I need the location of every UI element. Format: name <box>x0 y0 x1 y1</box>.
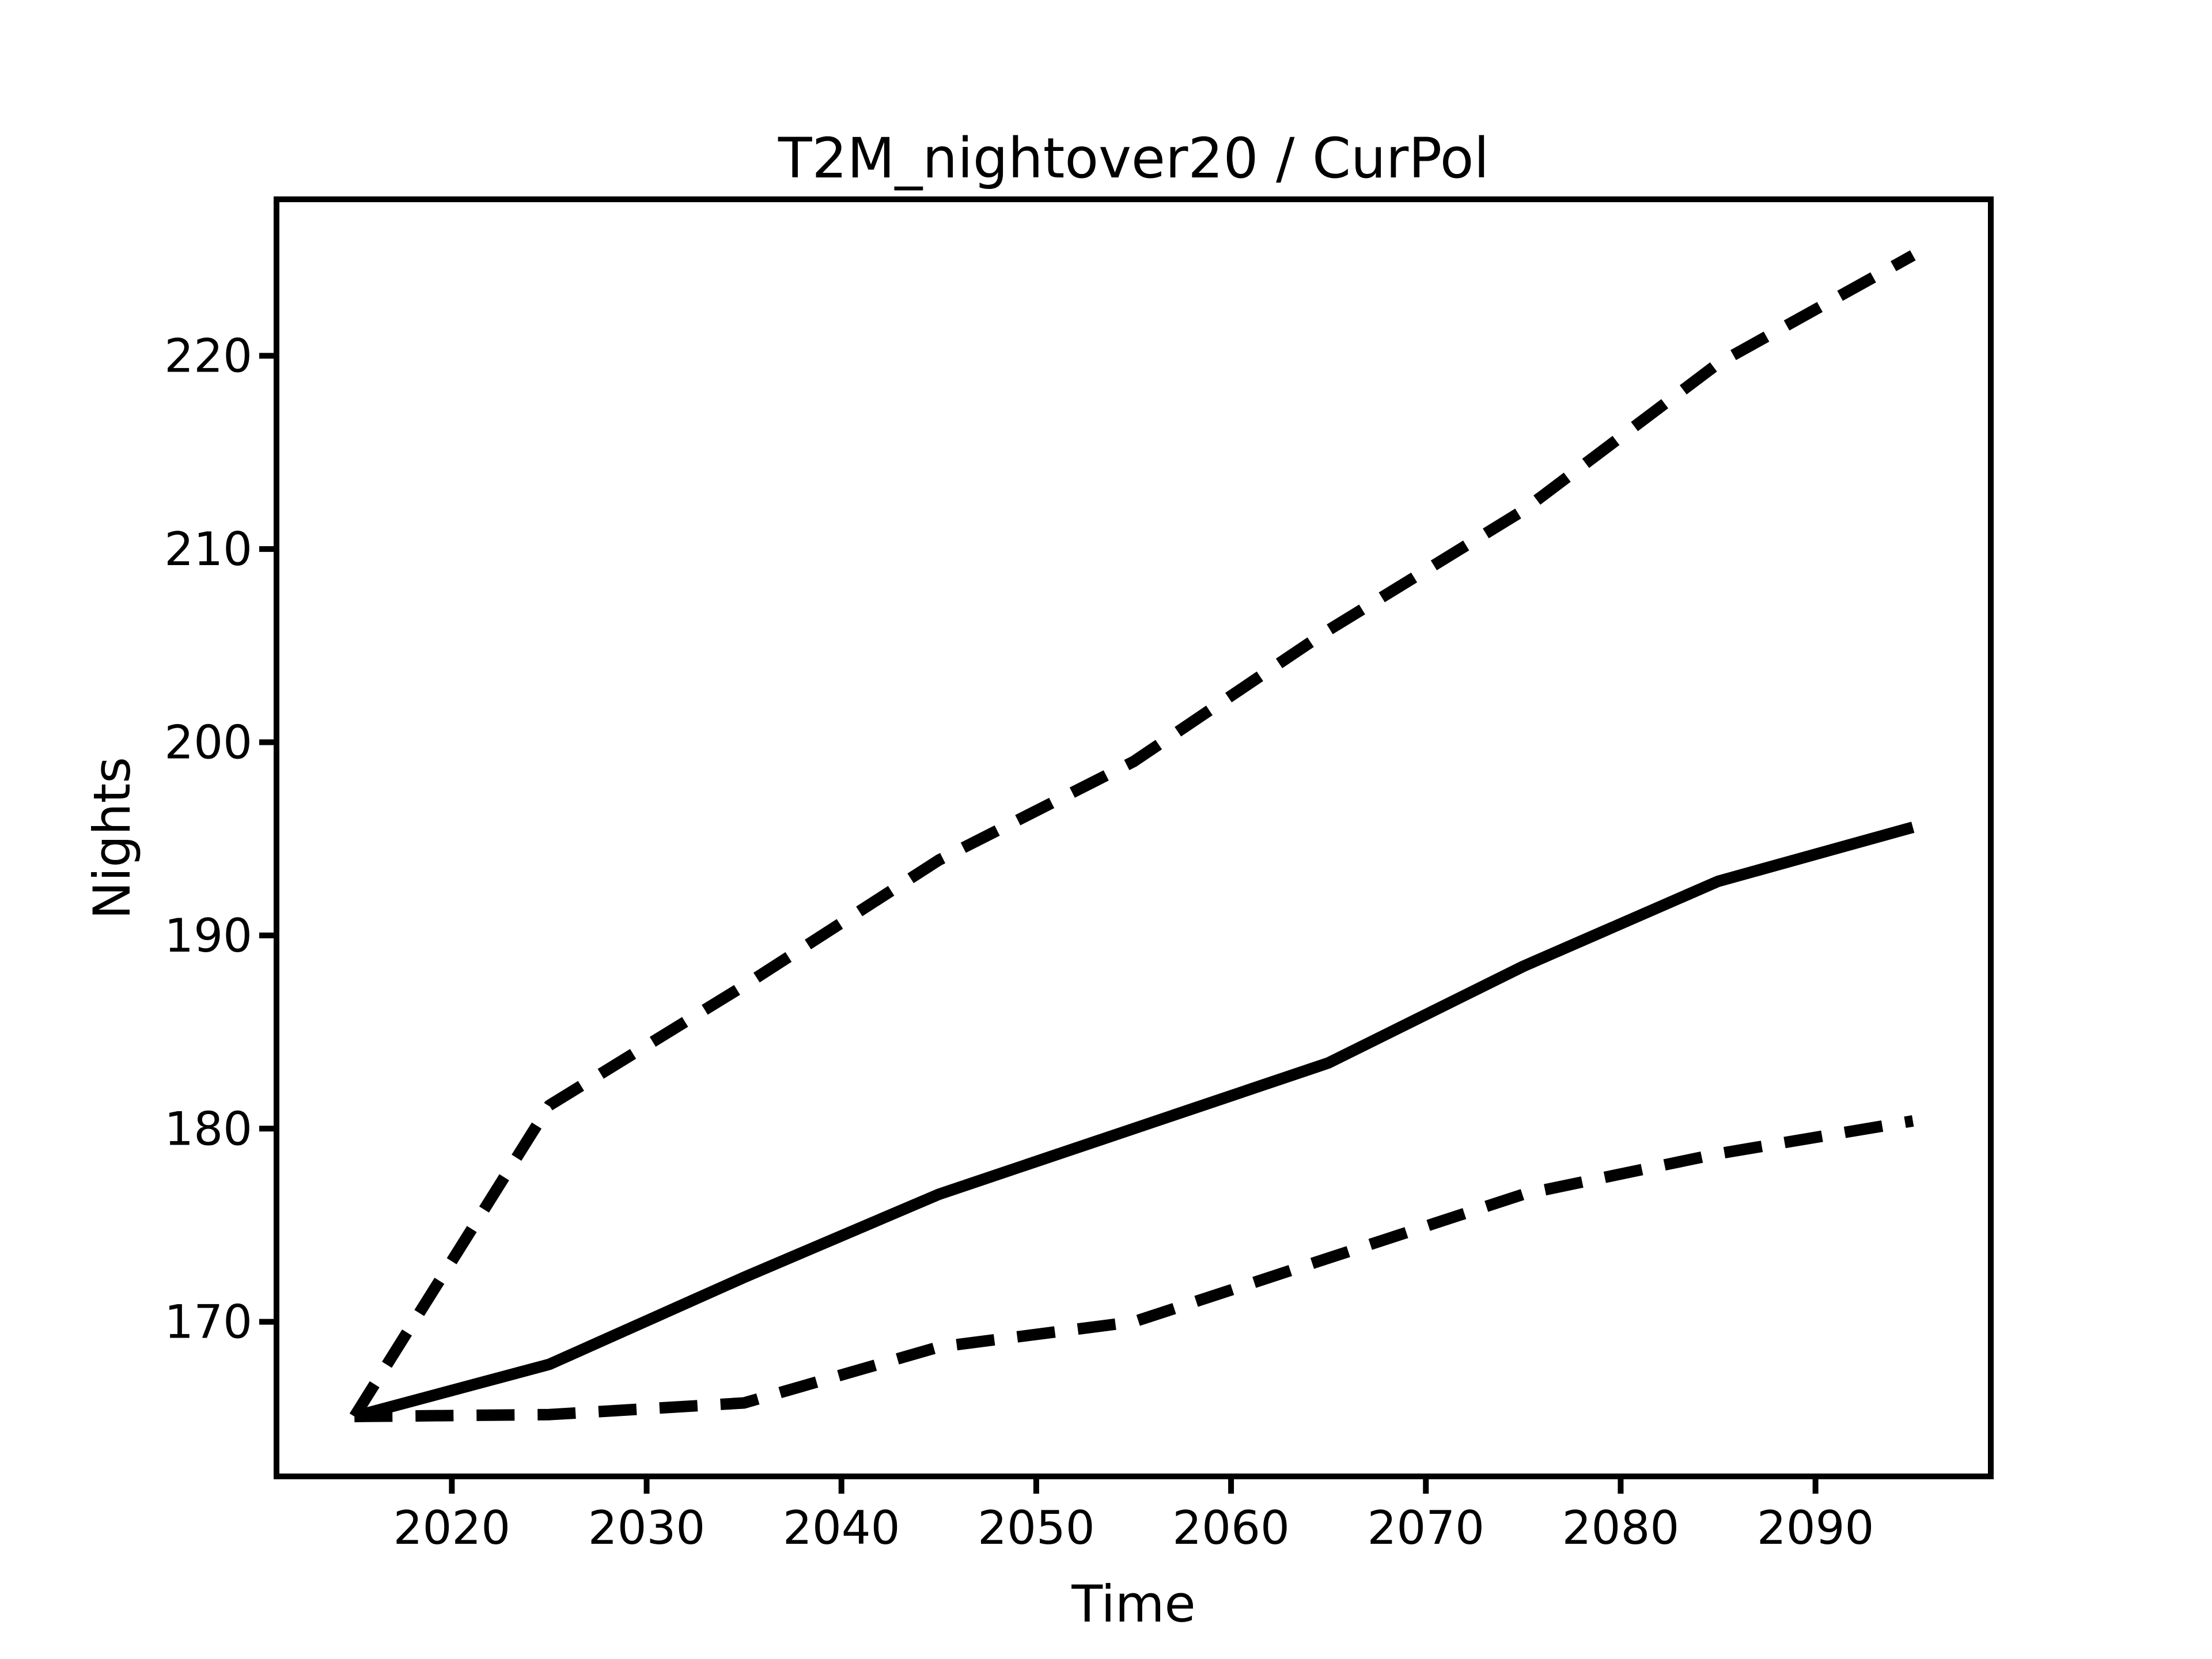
y-tick-label: 180 <box>164 1102 252 1156</box>
x-tick-label: 2090 <box>1757 1501 1874 1555</box>
x-tick-label: 2070 <box>1367 1501 1484 1555</box>
x-axis-label: Time <box>1071 1574 1195 1634</box>
y-tick-label: 170 <box>164 1296 252 1349</box>
chart-title: T2M_nightover20 / CurPol <box>778 126 1489 191</box>
y-axis-label: Nights <box>82 757 142 919</box>
x-tick-label: 2040 <box>783 1501 900 1555</box>
x-tick-label: 2030 <box>588 1501 706 1555</box>
y-tick-label: 200 <box>164 715 252 769</box>
series-upper-bound-dashed <box>349 250 1916 1420</box>
y-tick-label: 220 <box>164 329 252 383</box>
y-tick-label: 190 <box>164 909 252 963</box>
x-tick-label: 2020 <box>393 1501 511 1555</box>
x-tick-label: 2060 <box>1172 1501 1290 1555</box>
series-mean-solid <box>353 821 1915 1422</box>
x-tick-label: 2080 <box>1562 1501 1680 1555</box>
axes-frame <box>274 196 1994 1479</box>
series-lower-bound-dashed <box>354 1115 1914 1422</box>
x-tick-label: 2050 <box>978 1501 1095 1555</box>
y-tick-label: 210 <box>164 522 252 576</box>
